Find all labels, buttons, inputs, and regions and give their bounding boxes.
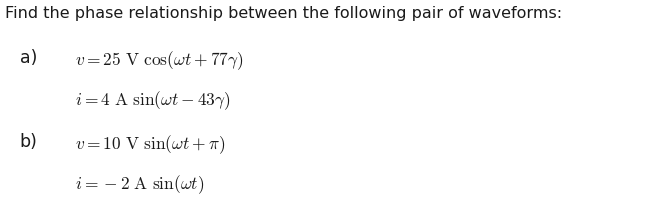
Text: b): b)	[20, 133, 37, 151]
Text: $i = -2\ \mathrm{A}\ \sin(\omega t)$: $i = -2\ \mathrm{A}\ \sin(\omega t)$	[75, 173, 204, 196]
Text: $v = 10\ \mathrm{V}\ \sin(\omega t + \pi)$: $v = 10\ \mathrm{V}\ \sin(\omega t + \pi…	[75, 133, 225, 156]
Text: $i = 4\ \mathrm{A}\ \sin(\omega t - 43°)$: $i = 4\ \mathrm{A}\ \sin(\omega t - 43°)…	[75, 90, 231, 112]
Text: a): a)	[20, 49, 37, 67]
Text: Find the phase relationship between the following pair of waveforms:: Find the phase relationship between the …	[5, 6, 563, 21]
Text: $v = 25\ \mathrm{V}\ \cos(\omega t + 77°)$: $v = 25\ \mathrm{V}\ \cos(\omega t + 77°…	[75, 49, 244, 72]
